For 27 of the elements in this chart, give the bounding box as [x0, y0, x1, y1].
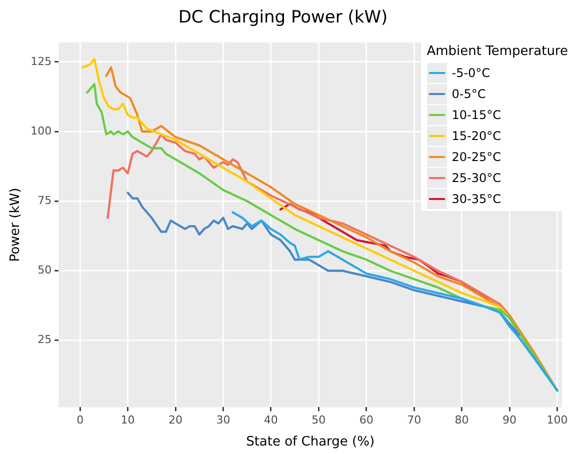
y-tick-label: 100 [30, 124, 52, 138]
x-tick-label: 100 [546, 414, 568, 427]
x-tick-label: 0 [76, 414, 84, 427]
legend-label: -5-0°C [452, 66, 490, 80]
legend-label: 20-25°C [452, 150, 501, 164]
legend-label: 10-15°C [452, 108, 501, 122]
legend-label: 25-30°C [452, 170, 501, 184]
y-axis-title: Power (kW) [8, 188, 24, 262]
x-tick-label: 50 [312, 414, 326, 427]
legend-label: 0-5°C [452, 86, 486, 100]
chart-title: DC Charging Power (kW) [178, 8, 388, 28]
x-tick-label: 80 [454, 414, 469, 427]
legend-title: Ambient Temperature [426, 44, 568, 59]
x-tick-label: 30 [216, 414, 230, 427]
y-tick-label: 25 [38, 333, 52, 346]
x-axis-title: State of Charge (%) [246, 434, 375, 450]
y-tick-label: 125 [30, 54, 52, 68]
x-tick-label: 20 [168, 414, 182, 427]
x-tick-label: 10 [120, 414, 135, 427]
legend-label: 30-35°C [452, 192, 501, 206]
x-tick-label: 40 [264, 414, 278, 427]
legend-label: 15-20°C [452, 128, 501, 142]
y-tick-label: 50 [38, 264, 52, 277]
x-tick-label: 70 [407, 414, 422, 427]
x-tick-label: 60 [359, 414, 374, 427]
x-tick-label: 90 [502, 414, 517, 427]
y-tick-label: 75 [38, 194, 52, 207]
